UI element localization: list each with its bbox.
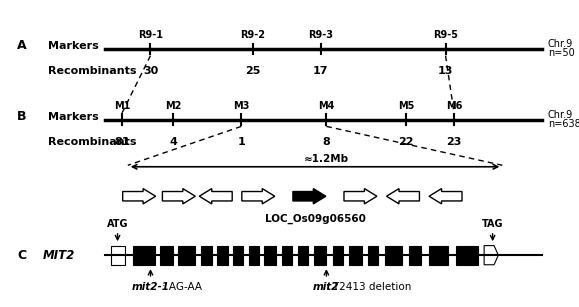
Bar: [349, 246, 361, 265]
Text: A: A: [17, 39, 27, 52]
Text: Recombinants: Recombinants: [49, 137, 137, 147]
Bar: [282, 246, 292, 265]
Text: R9-2: R9-2: [240, 30, 265, 40]
Bar: [264, 246, 276, 265]
Text: 22: 22: [398, 137, 413, 147]
Text: R9-1: R9-1: [138, 30, 163, 40]
Text: M5: M5: [398, 101, 414, 111]
Text: M3: M3: [233, 101, 250, 111]
FancyArrow shape: [123, 188, 156, 204]
Bar: [298, 246, 308, 265]
Text: M2: M2: [165, 101, 181, 111]
Text: 23: 23: [446, 137, 461, 147]
FancyArrow shape: [199, 188, 232, 204]
Text: LOC_Os09g06560: LOC_Os09g06560: [265, 214, 365, 224]
FancyArrow shape: [162, 188, 195, 204]
Text: Chr.9: Chr.9: [548, 110, 573, 120]
Text: 8: 8: [323, 137, 330, 147]
Text: Chr.9: Chr.9: [548, 40, 573, 49]
Text: 81: 81: [115, 137, 130, 147]
Bar: [178, 246, 195, 265]
Text: M6: M6: [446, 101, 462, 111]
Text: ≈1.2Mb: ≈1.2Mb: [304, 154, 349, 165]
Text: M4: M4: [318, 101, 335, 111]
Bar: [218, 246, 228, 265]
Text: 25: 25: [245, 66, 261, 76]
Polygon shape: [484, 246, 499, 265]
Text: Recombinants: Recombinants: [49, 66, 137, 76]
Bar: [160, 246, 173, 265]
Text: 4: 4: [169, 137, 177, 147]
FancyArrow shape: [242, 188, 275, 204]
Text: ATG: ATG: [107, 220, 129, 229]
Bar: [201, 246, 212, 265]
Text: M1: M1: [114, 101, 130, 111]
Text: 1: 1: [237, 137, 245, 147]
Text: MIT2: MIT2: [43, 249, 75, 262]
Text: mit2-1: mit2-1: [131, 282, 170, 292]
Bar: [248, 246, 259, 265]
Text: mit2: mit2: [313, 282, 340, 292]
FancyArrow shape: [344, 188, 377, 204]
Bar: [233, 246, 243, 265]
FancyArrow shape: [387, 188, 419, 204]
Text: 30: 30: [143, 66, 158, 76]
Text: Markers: Markers: [49, 112, 99, 122]
Text: : AG-AA: : AG-AA: [162, 282, 201, 292]
Text: B: B: [17, 110, 27, 123]
Bar: [385, 246, 402, 265]
Text: R9-3: R9-3: [308, 30, 333, 40]
FancyArrow shape: [429, 188, 462, 204]
Text: n=6380: n=6380: [548, 119, 579, 129]
Text: R9-5: R9-5: [433, 30, 458, 40]
Bar: [409, 246, 421, 265]
Bar: [368, 246, 378, 265]
Text: n=50: n=50: [548, 48, 574, 58]
Bar: [314, 246, 327, 265]
Text: 13: 13: [438, 66, 453, 76]
FancyArrow shape: [293, 188, 326, 204]
Bar: [428, 246, 448, 265]
Text: C: C: [17, 249, 26, 262]
Text: : T2413 deletion: : T2413 deletion: [326, 282, 412, 292]
Text: Markers: Markers: [49, 41, 99, 51]
Text: TAG: TAG: [482, 220, 503, 229]
Bar: [456, 246, 478, 265]
Bar: [111, 246, 125, 265]
Bar: [133, 246, 155, 265]
Text: 17: 17: [313, 66, 328, 76]
Bar: [332, 246, 343, 265]
